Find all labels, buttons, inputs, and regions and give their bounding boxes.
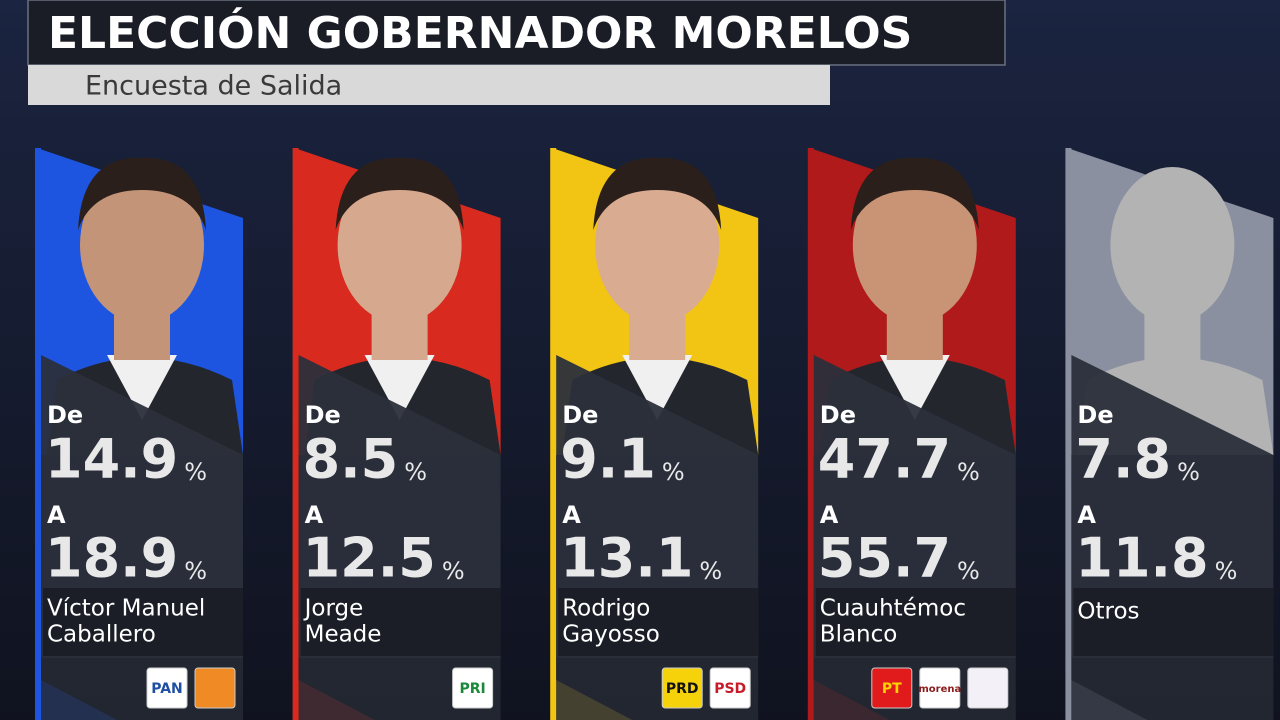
candidate-name: Víctor Manuel (47, 596, 205, 622)
title: ELECCIÓN GOBERNADOR MORELOS (48, 6, 912, 59)
party-logo (871, 667, 913, 709)
percent-value: 12.5 (303, 527, 436, 590)
candidate-name: Caballero (47, 622, 156, 648)
portrait-head (80, 167, 204, 323)
hair (78, 157, 206, 230)
party-logo-text: PRD (666, 681, 699, 697)
stripe (550, 148, 557, 720)
percent-value: 11.8 (1075, 527, 1208, 590)
name-box (558, 588, 759, 656)
logo-strip (1071, 658, 1274, 720)
percent-sign: % (957, 557, 980, 585)
party-logo-text: PT (882, 681, 902, 697)
shirt (622, 355, 693, 420)
to-label: A (47, 501, 66, 529)
from-label: De (1077, 401, 1113, 429)
percent-value: 14.9 (45, 428, 178, 491)
candidate-name: Rodrigo (562, 596, 650, 622)
percent-sign: % (957, 458, 980, 486)
name-box (43, 588, 243, 656)
to-label: A (305, 501, 324, 529)
percent-sign: % (184, 557, 207, 585)
candidate-name: Otros (1077, 599, 1139, 625)
name-box (300, 588, 501, 656)
stat-panel (1071, 355, 1274, 658)
hair (593, 157, 722, 230)
party-logo (452, 667, 494, 709)
percent-value: 55.7 (818, 527, 951, 590)
stripe (1065, 148, 1072, 720)
from-label: De (562, 401, 598, 429)
candidate-name: Jorge (303, 596, 364, 622)
party-logo (919, 667, 961, 709)
from-label: De (47, 401, 83, 429)
party-logo-text: PAN (151, 681, 183, 697)
candidate-name: Cuauhtémoc (820, 596, 966, 622)
stripe (807, 148, 814, 720)
to-label: A (820, 501, 839, 529)
from-label: De (820, 401, 856, 429)
to-label: A (1077, 501, 1096, 529)
stat-panel (813, 355, 1016, 658)
stat-panel (556, 355, 759, 658)
name-box (1073, 588, 1274, 656)
portrait-head (852, 167, 977, 323)
title-box (27, 0, 1006, 66)
stripe (292, 148, 299, 720)
percent-value: 13.1 (560, 527, 693, 590)
shirt (107, 355, 177, 420)
party-logo (661, 667, 703, 709)
portrait-head (1110, 167, 1235, 323)
hair (850, 157, 979, 230)
subtitle-bar (28, 65, 830, 105)
subtitle: Encuesta de Salida (85, 71, 342, 102)
percent-value: 47.7 (818, 428, 951, 491)
stat-panel (298, 355, 501, 658)
to-label: A (562, 501, 581, 529)
percent-sign: % (404, 458, 427, 486)
party-logo-text: PSD (714, 681, 746, 697)
percent-sign: % (662, 458, 685, 486)
name-box (815, 588, 1016, 656)
percent-value: 9.1 (560, 428, 656, 491)
percent-sign: % (1215, 557, 1238, 585)
candidate-name: Blanco (820, 622, 898, 648)
party-logo (967, 667, 1009, 709)
percent-value: 18.9 (45, 527, 178, 590)
stripe (35, 148, 41, 720)
shirt (364, 355, 435, 420)
party-logo (146, 667, 188, 709)
party-logo (709, 667, 751, 709)
hair (335, 157, 464, 230)
party-logo-text: morena (918, 684, 961, 695)
party-logo (194, 667, 236, 709)
percent-value: 8.5 (303, 428, 399, 491)
shirt (879, 355, 950, 420)
stat-panel (41, 355, 243, 658)
portrait-head (337, 167, 462, 323)
percent-sign: % (184, 458, 207, 486)
portrait-head (595, 167, 720, 323)
from-label: De (305, 401, 341, 429)
percent-value: 7.8 (1075, 428, 1171, 491)
percent-sign: % (1177, 458, 1200, 486)
candidate-name: Gayosso (562, 622, 660, 648)
candidate-name: Meade (305, 622, 382, 648)
percent-sign: % (699, 557, 722, 585)
percent-sign: % (442, 557, 465, 585)
party-logo-text: PRI (459, 681, 485, 697)
